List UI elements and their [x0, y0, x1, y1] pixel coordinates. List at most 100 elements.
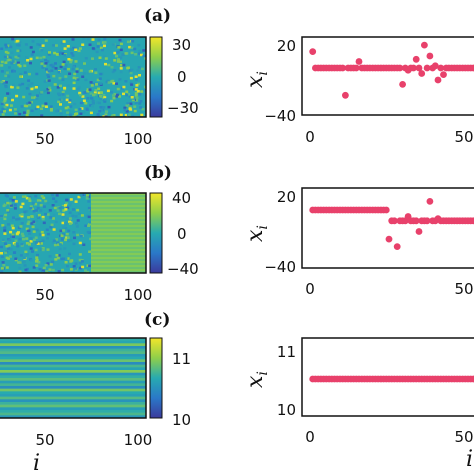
colorbar-c-tick-bottom: 10 [172, 411, 191, 429]
heatmap-b-cell [56, 256, 60, 260]
heatmap-a-cell [94, 89, 98, 92]
heatmap-a-cell [82, 72, 86, 75]
scatter-b-points [309, 198, 474, 251]
heatmap-b-cell [61, 215, 65, 219]
heatmap-b-cell [14, 239, 18, 243]
heatmap-c-stripe [0, 383, 146, 387]
scatter-a-point [470, 64, 474, 72]
heatmap-b-cell [66, 236, 70, 239]
heatmap-b-cell [51, 241, 55, 244]
heatmap-b-cell [69, 239, 73, 242]
heatmap-b-stripe [91, 225, 146, 227]
heatmap-a-cell [86, 37, 90, 41]
heatmap-c-frame [0, 337, 147, 419]
heatmap-a-cell [57, 92, 60, 95]
heatmap-b-stripe [91, 197, 146, 199]
heatmap-a-cell [86, 90, 90, 93]
heatmap-a-cell [40, 107, 43, 110]
heatmap-a-cell [107, 81, 111, 84]
heatmap-a-cell [129, 81, 133, 85]
heatmap-b-cell [58, 206, 62, 210]
heatmap-a-cell [59, 65, 63, 69]
heatmap-b-cell [22, 256, 26, 259]
heatmap-a-cell [90, 94, 94, 98]
heatmap-b-stripe [91, 201, 146, 203]
heatmap-c-stripe [0, 378, 146, 381]
heatmap-b-cell [80, 214, 84, 217]
heatmap-a-cell [128, 68, 132, 72]
scatter-c-ytick-top: 11 [277, 343, 296, 361]
heatmap-b-cell [9, 230, 13, 234]
heatmap-a-cell [49, 105, 53, 108]
heatmap-a-cell [52, 44, 55, 47]
heatmap-a-cell [98, 56, 102, 59]
heatmap-b-stripe [91, 219, 146, 221]
heatmap-a-cell [111, 79, 115, 83]
scatter-a-point [431, 62, 439, 70]
heatmap-a-cell [15, 39, 19, 43]
heatmap-b-cell [0, 252, 3, 255]
heatmap-a-cell [74, 46, 78, 50]
heatmap-a-cell [95, 115, 99, 117]
heatmap-b-cell [46, 262, 50, 265]
heatmap-a-cell [27, 72, 31, 76]
heatmap-a-cell [22, 111, 26, 114]
heatmap-b-cell [0, 215, 3, 218]
heatmap-b-cell [34, 236, 38, 239]
heatmap-a-cell [89, 111, 93, 115]
heatmap-a-cell [125, 104, 129, 107]
heatmap-a-cell [123, 108, 127, 112]
panel-label-b: (b) [144, 163, 172, 183]
heatmap-b-cell [19, 225, 23, 228]
heatmap-b-cell [72, 265, 76, 268]
heatmap-a-cell [116, 51, 120, 54]
heatmap-b-cell [54, 220, 58, 224]
heatmap-b-stripe [91, 195, 146, 197]
heatmap-a-cell [40, 114, 44, 117]
scatter-a-point [355, 58, 363, 65]
heatmap-a-cell [44, 105, 48, 108]
heatmap-b-cell [27, 220, 31, 224]
heatmap-a-cell [133, 109, 137, 113]
heatmap-a-cell [90, 96, 93, 100]
heatmap-a-cell [36, 94, 39, 97]
heatmap-a-cell [6, 51, 10, 55]
heatmap-a-cell [62, 40, 66, 43]
heatmap-a-cell [107, 63, 111, 67]
heatmap-a-cell [9, 104, 13, 107]
heatmap-b-cell [86, 270, 90, 273]
heatmap-b-cell [48, 255, 52, 258]
heatmap-a-cell [106, 89, 110, 93]
heatmap-a-cell [123, 106, 127, 110]
heatmap-a-cell [84, 78, 88, 82]
heatmap-b-cell [18, 214, 22, 217]
heatmap-b-cell [86, 230, 90, 234]
heatmap-b-cell [25, 210, 29, 213]
heatmap-b-cell [25, 237, 29, 240]
heatmap-a-cell [72, 46, 76, 50]
heatmap-a-cell [96, 82, 100, 86]
heatmap-b-cell [6, 209, 10, 212]
heatmap-b-stripe [91, 257, 146, 259]
heatmap-a-cell [95, 50, 99, 54]
heatmap-a-cell [81, 75, 85, 78]
heatmap-b-stripe [91, 205, 146, 207]
heatmap-b-cell [59, 241, 63, 245]
heatmap-a-cell [97, 87, 101, 91]
heatmap-a-cell [48, 51, 51, 54]
scatter-a-point [339, 64, 347, 72]
heatmap-a-cell [119, 67, 123, 70]
heatmap-a-cell [61, 78, 65, 81]
heatmap-b-cell [66, 264, 69, 268]
heatmap-b-cell [14, 205, 17, 208]
heatmap-b-cell [57, 243, 61, 246]
heatmap-a-cell [141, 107, 145, 111]
heatmap-a-cell [99, 97, 103, 101]
heatmap-a-cell [134, 75, 138, 78]
heatmap-b-cell [60, 257, 64, 261]
heatmap-b-cell [29, 237, 33, 240]
heatmap-b-cell [61, 268, 65, 272]
heatmap-a-cell [99, 46, 103, 50]
heatmap-a-cell [8, 43, 12, 46]
heatmap-a-cell [8, 97, 12, 100]
